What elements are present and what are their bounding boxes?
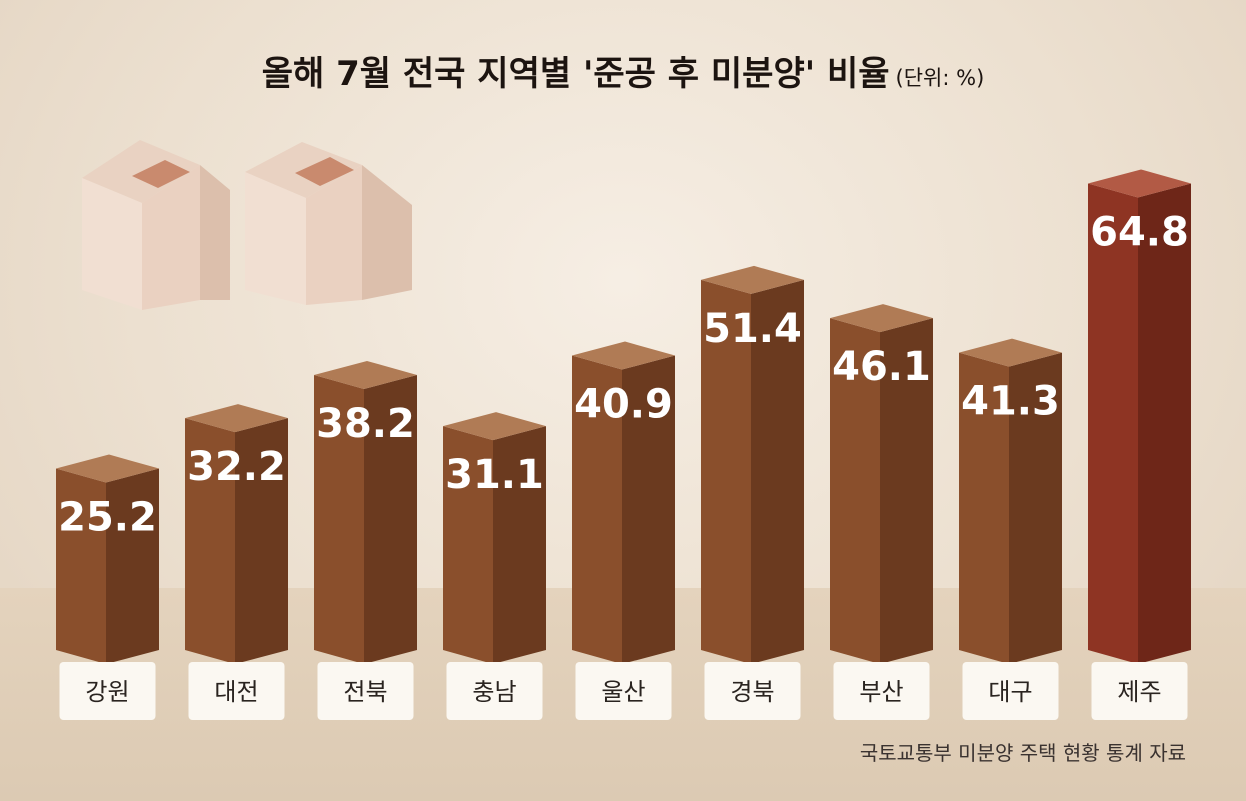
unit-label: (단위: %): [895, 66, 985, 90]
bar-강원: [56, 454, 159, 664]
category-label-대전: 대전: [214, 678, 258, 706]
value-label-부산: 46.1: [832, 344, 931, 390]
value-label-전북: 38.2: [316, 401, 415, 447]
value-label-경북: 51.4: [703, 306, 802, 352]
chart-title-block: 올해 7월 전국 지역별 '준공 후 미분양' 비율 (단위: %): [0, 46, 1246, 95]
category-box-전북: [317, 662, 414, 720]
value-label-충남: 31.1: [445, 452, 544, 498]
value-label-울산: 40.9: [574, 382, 673, 428]
value-label-제주: 64.8: [1090, 209, 1189, 255]
category-box-울산: [575, 662, 672, 720]
bar-충남: [443, 412, 546, 664]
category-label-대구: 대구: [988, 678, 1032, 706]
source-note: 국토교통부 미분양 주택 현황 통계 자료: [859, 741, 1186, 765]
bar-제주: [1088, 169, 1191, 664]
value-label-대구: 41.3: [961, 379, 1060, 425]
value-label-강원: 25.2: [58, 495, 157, 541]
category-box-강원: [59, 662, 156, 720]
category-box-경북: [704, 662, 801, 720]
bar-경북: [701, 265, 804, 664]
bar-대구: [959, 338, 1062, 664]
category-box-대전: [188, 662, 285, 720]
apartment-building-icon: [82, 140, 230, 310]
category-box-부산: [833, 662, 930, 720]
apartment-building-icon: [245, 142, 412, 305]
bar-부산: [830, 304, 933, 664]
category-label-부산: 부산: [859, 678, 903, 706]
bar-울산: [572, 341, 675, 664]
chart-title: 올해 7월 전국 지역별 '준공 후 미분양' 비율: [261, 54, 890, 94]
category-box-제주: [1091, 662, 1188, 720]
apartment-buildings-illustration: [82, 140, 412, 310]
bars-group: 25.2 강원 32.2 대전 38.2 전북 31.1 충남 40.9 울산 51.4 경북 46.1…: [56, 169, 1191, 720]
bar-대전: [185, 404, 288, 664]
category-label-충남: 충남: [472, 678, 516, 706]
value-label-대전: 32.2: [187, 444, 286, 490]
category-label-경북: 경북: [730, 678, 774, 706]
category-box-대구: [962, 662, 1059, 720]
category-label-울산: 울산: [601, 678, 645, 706]
bar-전북: [314, 360, 417, 664]
category-label-전북: 전북: [343, 678, 387, 706]
category-box-충남: [446, 662, 543, 720]
category-label-강원: 강원: [85, 678, 129, 706]
category-label-제주: 제주: [1117, 678, 1161, 706]
